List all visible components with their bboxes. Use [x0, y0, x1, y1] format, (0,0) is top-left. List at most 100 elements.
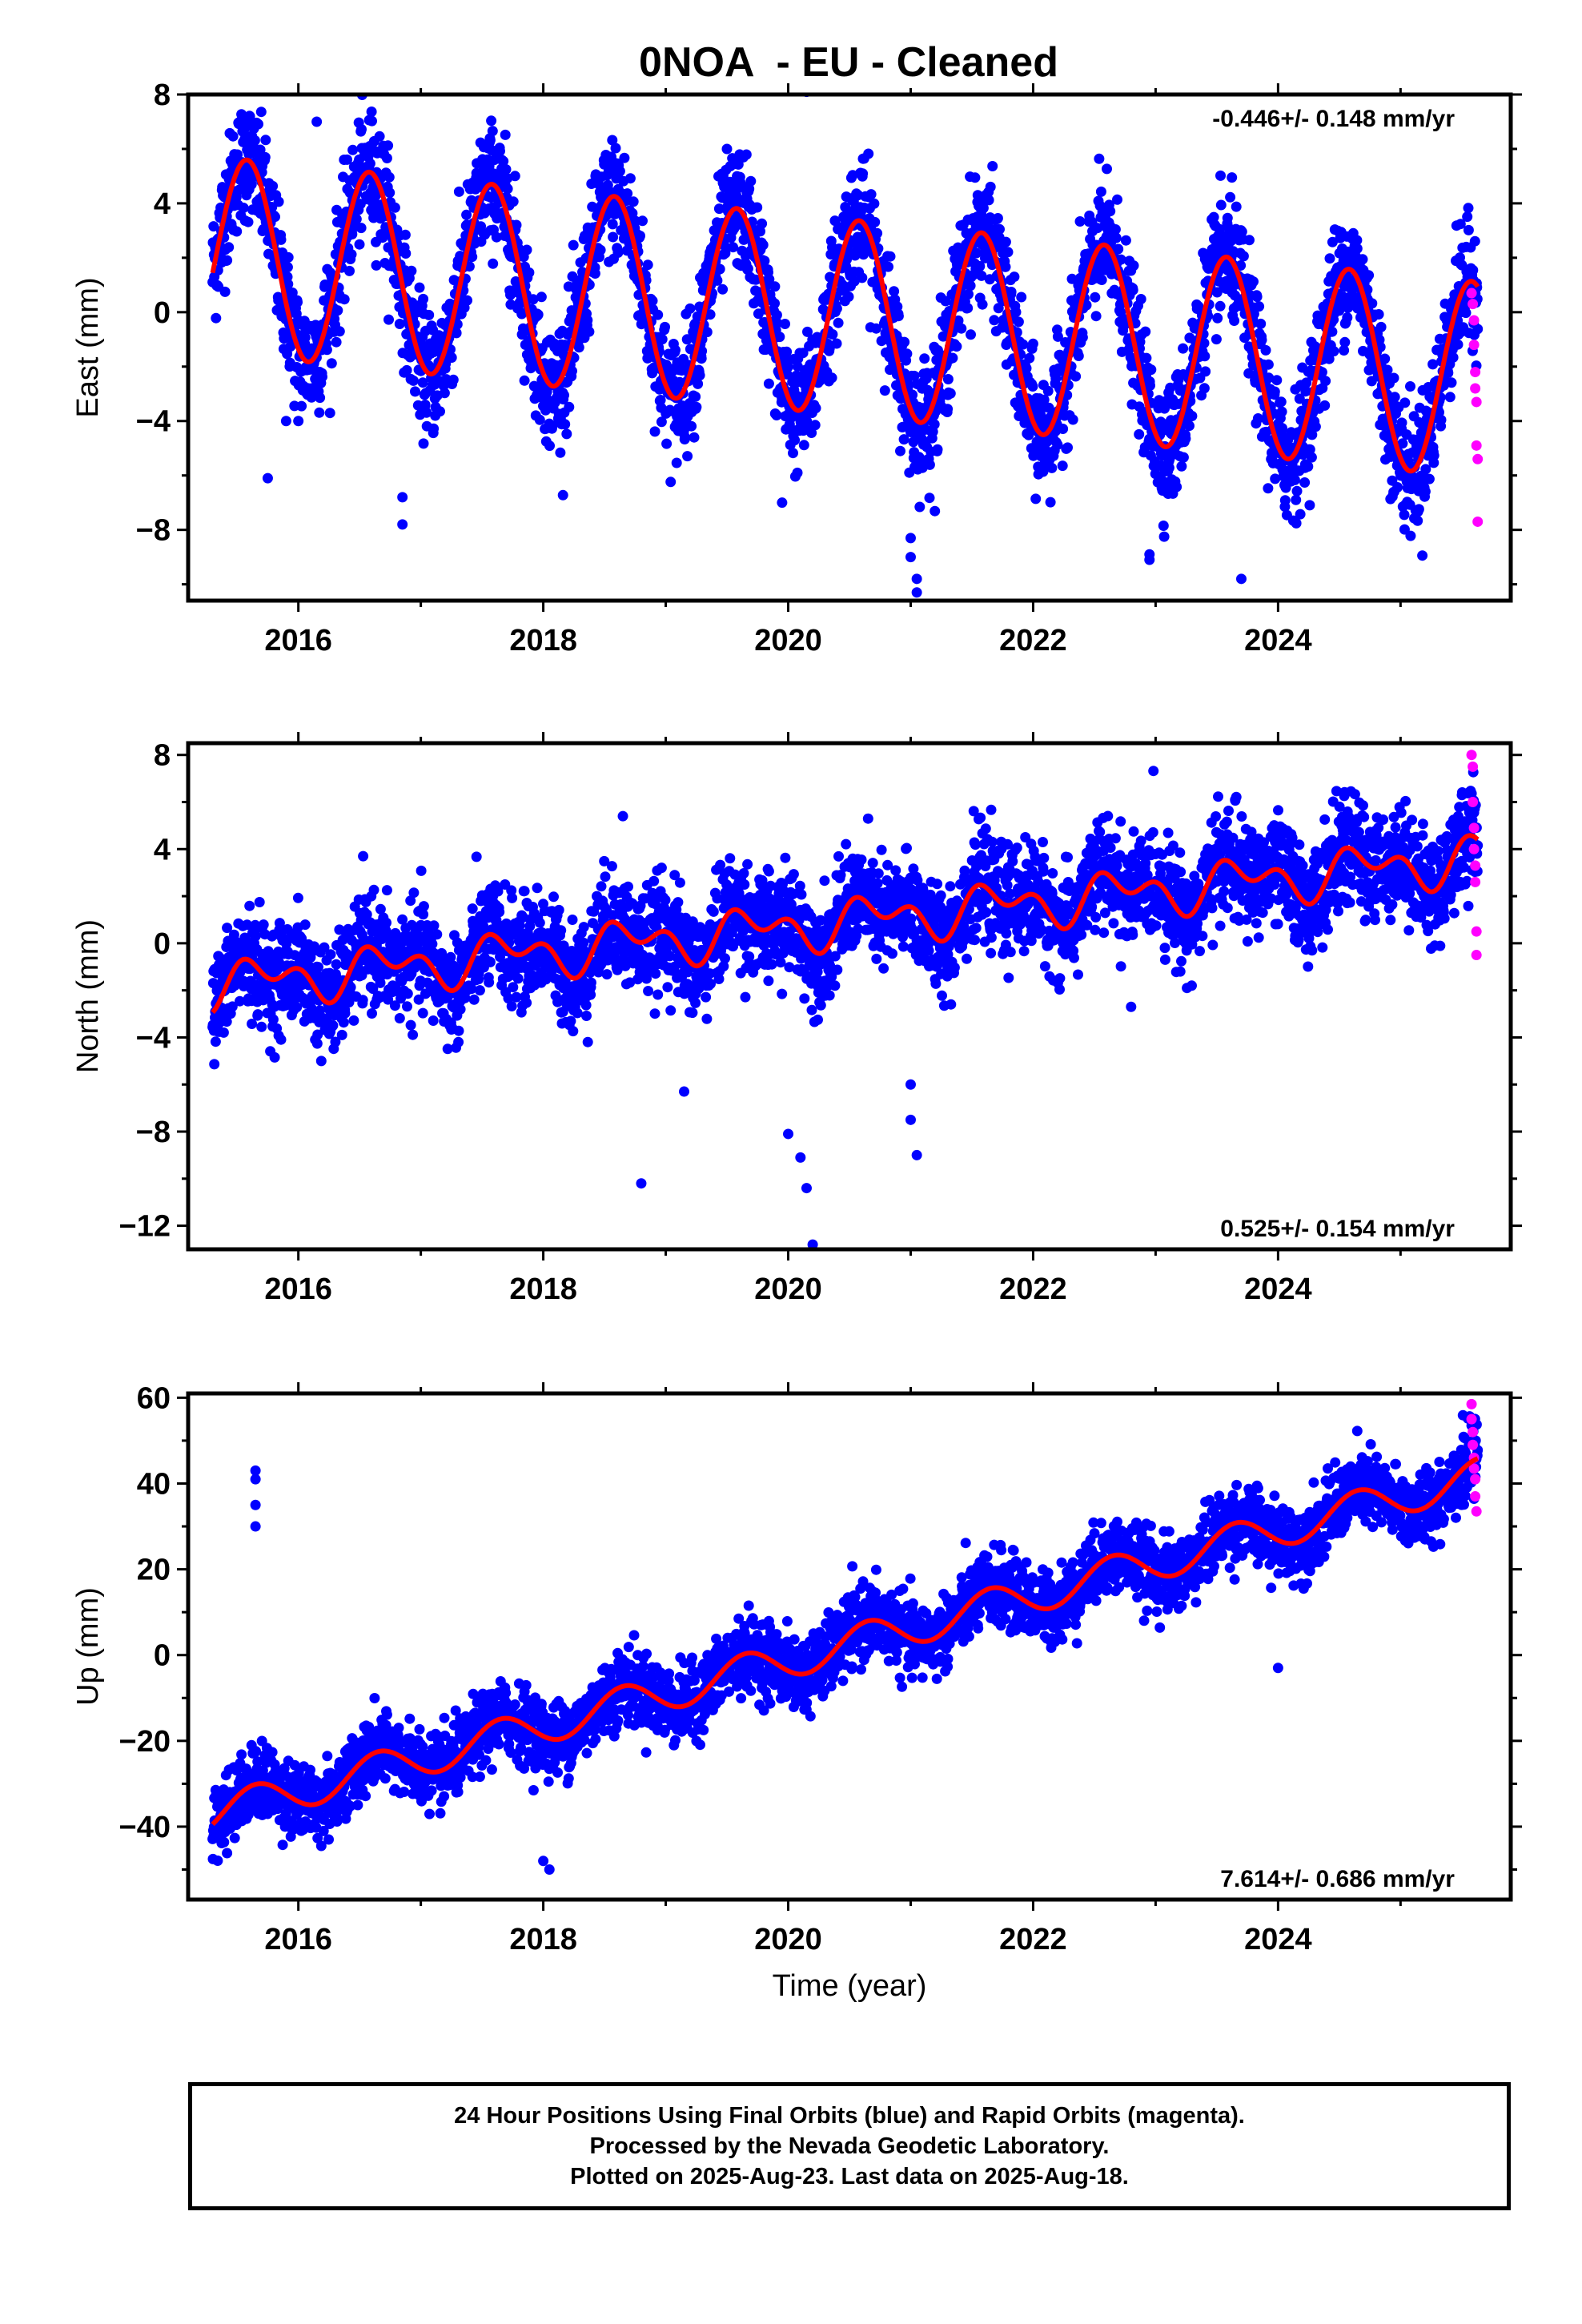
data-point — [976, 270, 987, 281]
data-point — [1328, 346, 1339, 357]
data-point — [561, 428, 572, 440]
data-point — [384, 187, 396, 199]
data-point — [402, 988, 413, 999]
data-point — [222, 255, 233, 266]
rapid-point — [1471, 440, 1482, 451]
data-point — [314, 407, 325, 418]
data-point — [1070, 371, 1082, 382]
data-point — [452, 319, 463, 330]
data-point — [1379, 353, 1391, 364]
data-point — [970, 172, 981, 183]
data-point — [508, 982, 519, 993]
data-point — [334, 924, 345, 935]
data-point — [239, 932, 251, 943]
data-point — [665, 476, 677, 488]
data-point — [417, 1007, 428, 1019]
data-point — [1212, 312, 1223, 324]
data-point — [585, 989, 596, 1000]
data-point — [696, 353, 707, 364]
data-point — [1180, 433, 1191, 444]
data-point — [1058, 424, 1069, 434]
data-point — [994, 223, 1005, 235]
data-point — [622, 188, 633, 199]
data-point — [1042, 385, 1054, 396]
rapid-point — [1468, 315, 1480, 326]
data-point — [313, 962, 323, 973]
data-point — [1215, 199, 1227, 211]
data-point — [893, 311, 904, 322]
data-point — [607, 135, 618, 146]
data-point — [466, 983, 477, 995]
data-point — [532, 883, 543, 894]
data-point — [389, 1000, 400, 1011]
data-point — [521, 997, 532, 1008]
data-point — [717, 283, 729, 295]
data-point — [557, 1007, 568, 1017]
data-point — [242, 919, 253, 931]
data-point — [311, 1038, 323, 1049]
data-point — [1304, 500, 1315, 511]
data-point — [348, 1015, 359, 1026]
data-point — [781, 346, 793, 357]
data-point — [568, 1026, 579, 1037]
data-point — [1128, 260, 1139, 271]
data-point — [1231, 201, 1242, 212]
data-point — [889, 286, 900, 297]
data-point — [1327, 326, 1338, 337]
data-point — [1186, 411, 1198, 421]
data-point — [863, 148, 874, 159]
data-point — [865, 189, 877, 200]
data-point — [464, 261, 475, 272]
data-point — [883, 261, 893, 272]
data-point — [694, 370, 705, 381]
data-point — [502, 183, 513, 195]
data-point — [253, 119, 263, 130]
data-point — [1299, 477, 1311, 488]
data-point — [436, 947, 448, 959]
data-point — [560, 419, 571, 430]
y-tick-label: −8 — [136, 514, 171, 548]
data-point — [494, 907, 505, 918]
data-point — [963, 288, 974, 300]
data-point — [1214, 223, 1225, 235]
data-point — [608, 231, 619, 243]
data-point — [701, 327, 713, 338]
data-point — [381, 885, 392, 896]
data-point — [879, 385, 890, 396]
data-point — [1291, 485, 1303, 497]
data-point — [275, 1034, 287, 1045]
data-point — [924, 459, 935, 470]
data-point — [528, 294, 539, 305]
data-point — [764, 274, 775, 285]
outlier-point — [1235, 573, 1247, 585]
data-point — [564, 401, 575, 412]
data-point — [334, 326, 345, 337]
data-point — [267, 1014, 279, 1025]
data-point — [402, 1001, 412, 1012]
y-tick-label: 4 — [154, 187, 171, 221]
data-point — [1225, 191, 1236, 203]
rapid-point — [1472, 453, 1484, 464]
data-point — [929, 419, 940, 430]
data-point — [1013, 316, 1024, 328]
data-point — [374, 131, 385, 142]
data-point — [1260, 344, 1271, 356]
data-point — [260, 135, 271, 146]
data-point — [1279, 495, 1291, 506]
data-point — [1435, 414, 1447, 425]
data-point — [689, 432, 700, 443]
data-point — [909, 370, 920, 381]
data-point — [930, 505, 941, 517]
data-point — [581, 1011, 592, 1021]
outlier-point — [293, 416, 304, 427]
data-point — [647, 296, 658, 307]
data-point — [381, 153, 392, 163]
data-point — [595, 244, 606, 255]
data-point — [1427, 359, 1439, 370]
data-point — [235, 995, 245, 1007]
data-point — [428, 1015, 439, 1026]
data-point — [408, 375, 419, 386]
data-point — [498, 155, 509, 167]
x-tick-label: 2022 — [999, 624, 1067, 657]
